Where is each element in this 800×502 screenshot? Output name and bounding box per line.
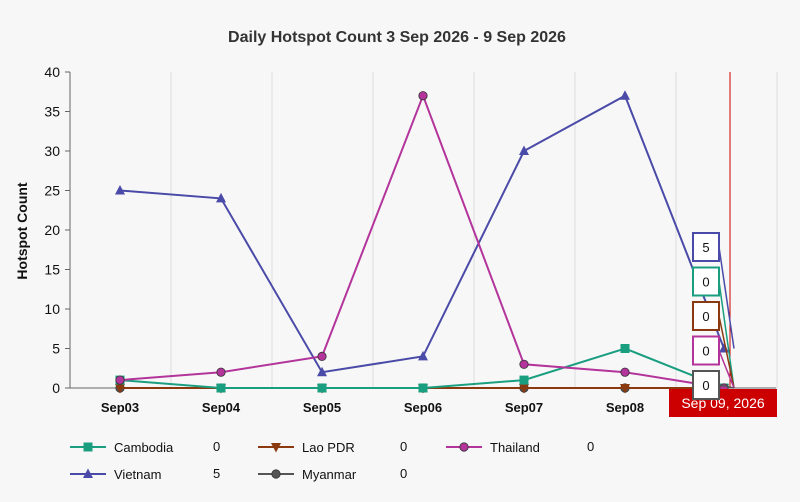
x-tick-label: Sep03 xyxy=(101,400,139,415)
series-cambodia xyxy=(115,344,729,393)
legend-marker xyxy=(83,442,93,452)
data-point-cambodia xyxy=(519,375,529,385)
hover-value-text: 0 xyxy=(702,275,709,290)
legend-label: Cambodia xyxy=(114,439,174,455)
hover-connector xyxy=(718,315,735,389)
hover-connector xyxy=(718,281,735,389)
data-point-cambodia xyxy=(317,383,327,393)
hover-connector xyxy=(718,350,735,389)
data-point-cambodia xyxy=(216,383,226,393)
y-tick-label: 25 xyxy=(44,183,60,199)
data-point-vietnam xyxy=(620,90,630,100)
hover-value-text: 0 xyxy=(702,344,709,359)
y-tick-label: 0 xyxy=(52,380,60,396)
legend-swatch-thailand xyxy=(446,442,482,452)
data-point-thailand xyxy=(519,359,529,369)
legend-swatch-vietnam xyxy=(70,468,106,478)
y-tick-label: 35 xyxy=(44,104,60,120)
hover-value-box xyxy=(692,301,720,331)
y-tick-label: 20 xyxy=(44,222,60,238)
data-point-lao-pdr xyxy=(115,384,125,394)
hover-value-box xyxy=(692,335,720,366)
legend-swatch-lao-pdr xyxy=(258,443,294,453)
y-tick-label: 30 xyxy=(44,143,60,159)
hover-value-text: 0 xyxy=(702,309,709,324)
legend-label: Vietnam xyxy=(114,466,162,482)
data-point-thailand xyxy=(317,351,327,361)
hover-tooltips: Sep 09, 2026 5 0 0 0 0 xyxy=(669,72,777,417)
legend-marker xyxy=(271,443,281,453)
data-point-thailand xyxy=(620,367,630,377)
hover-value-box xyxy=(692,370,720,400)
data-point-vietnam xyxy=(418,350,428,361)
y-tick-label: 5 xyxy=(52,341,60,357)
series-layer xyxy=(115,90,729,394)
data-point-thailand xyxy=(216,367,226,377)
legend-marker xyxy=(459,442,469,452)
legend-value-cambodia: 0 xyxy=(213,439,221,454)
hover-date-bg xyxy=(669,389,777,417)
data-point-lao-pdr xyxy=(519,384,529,394)
axes: 0 5 10 15 20 25 30 35 40 Sep03 Sep04 Sep05 Sep06 Sep0… xyxy=(44,64,776,415)
legend-marker xyxy=(271,469,281,479)
legend-value-myanmar: 0 xyxy=(400,466,408,481)
x-tick-label: Sep08 xyxy=(606,400,644,415)
x-tick-label: Sep05 xyxy=(303,400,341,415)
legend-label: Thailand xyxy=(490,439,540,455)
legend-item-vietnam[interactable]: Vietnam xyxy=(70,463,161,485)
chart-svg: Daily Hotspot Count 3 Sep 2026 - 9 Sep 2… xyxy=(14,29,778,417)
series-line-vietnam xyxy=(119,94,725,374)
data-point-vietnam xyxy=(216,192,226,203)
hover-value-text: 0 xyxy=(702,378,709,393)
hover-connector xyxy=(718,384,735,389)
y-axis-title: Hotspot Count xyxy=(14,182,30,280)
legend-value-thailand: 0 xyxy=(587,439,595,454)
series-thailand xyxy=(115,91,729,393)
hover-value-thailand: 0 xyxy=(692,335,735,389)
hover-value-box xyxy=(692,232,720,262)
legend-item-lao-pdr[interactable]: Lao PDR xyxy=(258,436,355,458)
hover-value-cambodia: 0 xyxy=(692,266,735,389)
hover-value-myanmar: 0 xyxy=(692,370,735,400)
chart-title: Daily Hotspot Count 3 Sep 2026 - 9 Sep 2… xyxy=(228,29,566,46)
data-point-vietnam xyxy=(317,366,327,377)
series-vietnam xyxy=(115,90,729,377)
series-line-thailand xyxy=(119,92,725,389)
legend-item-thailand[interactable]: Thailand xyxy=(446,436,540,458)
data-point-thailand xyxy=(418,91,428,101)
legend-swatch-cambodia xyxy=(70,442,106,452)
hover-value-vietnam: 5 xyxy=(692,232,735,349)
legend-label: Myanmar xyxy=(302,466,357,482)
legend-marker xyxy=(83,468,93,478)
data-point-vietnam xyxy=(115,185,125,195)
hover-value-box xyxy=(692,266,720,297)
hover-connector xyxy=(718,246,735,349)
data-point-vietnam xyxy=(519,145,529,155)
x-tick-label: Sep06 xyxy=(404,400,442,415)
legend-label: Lao PDR xyxy=(302,439,355,455)
y-tick-label: 10 xyxy=(44,301,60,317)
x-tick-label: Sep07 xyxy=(505,400,543,415)
grid xyxy=(69,72,778,388)
hover-value-lao-pdr: 0 xyxy=(692,301,735,389)
data-point-cambodia xyxy=(620,344,630,353)
data-point-lao-pdr xyxy=(620,384,630,394)
data-point-cambodia xyxy=(418,383,428,393)
x-tick-label: Sep04 xyxy=(202,400,241,415)
legend-swatch-myanmar xyxy=(258,469,294,479)
y-tick-label: 40 xyxy=(44,64,60,80)
data-point-thailand xyxy=(115,375,125,385)
hover-date-label: Sep 09, 2026 xyxy=(669,389,777,417)
legend-item-cambodia[interactable]: Cambodia xyxy=(70,436,173,458)
legend-value-lao-pdr: 0 xyxy=(400,439,408,454)
y-tick-label: 15 xyxy=(44,262,60,278)
legend-item-myanmar[interactable]: Myanmar xyxy=(258,463,356,485)
hover-value-text: 5 xyxy=(702,240,709,255)
legend-value-vietnam: 5 xyxy=(213,466,221,481)
